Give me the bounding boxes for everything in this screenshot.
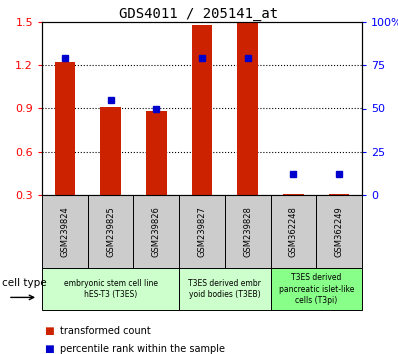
- Text: transformed count: transformed count: [60, 326, 151, 336]
- Bar: [42, 268, 179, 310]
- Bar: [192, 25, 212, 195]
- Bar: [146, 112, 167, 195]
- Text: GSM239824: GSM239824: [60, 206, 69, 257]
- Text: T3ES derived embr
yoid bodies (T3EB): T3ES derived embr yoid bodies (T3EB): [188, 279, 261, 299]
- Text: GSM239825: GSM239825: [106, 206, 115, 257]
- Bar: [329, 194, 349, 195]
- Bar: [133, 195, 179, 268]
- Bar: [55, 62, 75, 195]
- Bar: [179, 268, 271, 310]
- Text: T3ES derived
pancreatic islet-like
cells (T3pi): T3ES derived pancreatic islet-like cells…: [279, 273, 354, 304]
- Bar: [271, 195, 316, 268]
- Text: embryonic stem cell line
hES-T3 (T3ES): embryonic stem cell line hES-T3 (T3ES): [64, 279, 158, 299]
- Text: GSM239827: GSM239827: [197, 206, 207, 257]
- Bar: [283, 194, 304, 195]
- Text: GDS4011 / 205141_at: GDS4011 / 205141_at: [119, 7, 279, 21]
- Bar: [225, 195, 271, 268]
- Text: GSM362248: GSM362248: [289, 206, 298, 257]
- Bar: [316, 195, 362, 268]
- Text: cell type: cell type: [2, 278, 47, 288]
- Text: ■: ■: [44, 326, 54, 336]
- Bar: [179, 195, 225, 268]
- Text: percentile rank within the sample: percentile rank within the sample: [60, 344, 225, 354]
- Bar: [100, 107, 121, 195]
- Text: GSM362249: GSM362249: [335, 206, 343, 257]
- Text: GSM239828: GSM239828: [243, 206, 252, 257]
- Bar: [271, 268, 362, 310]
- Text: ■: ■: [44, 344, 54, 354]
- Text: GSM239826: GSM239826: [152, 206, 161, 257]
- Bar: [88, 195, 133, 268]
- Bar: [42, 195, 88, 268]
- Bar: [238, 22, 258, 195]
